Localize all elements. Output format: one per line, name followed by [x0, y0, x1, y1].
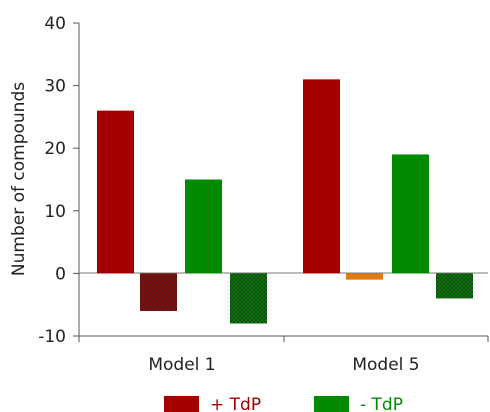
bar-model-1-3 — [185, 179, 222, 274]
y-tick-label: 40 — [44, 14, 66, 34]
y-axis-title: Number of compounds — [9, 82, 29, 276]
bar-model-1-4 — [230, 273, 267, 324]
bar-model-5-4 — [436, 273, 473, 299]
bar-model-5-3 — [392, 154, 429, 274]
x-tick-labels: Model 1 Model 5 — [78, 336, 489, 375]
bar-model-1-2 — [140, 273, 177, 311]
x-tick-label: Model 1 — [148, 355, 215, 375]
y-tick-labels: 40 30 20 10 0 -10 — [38, 14, 79, 347]
legend-swatch — [164, 396, 199, 412]
bar-model-1-1 — [97, 110, 134, 274]
bar-model-5-2 — [346, 273, 383, 280]
bar-model-5-1 — [303, 79, 340, 274]
legend: + TdP - TdP — [164, 395, 403, 412]
legend-label: - TdP — [360, 395, 403, 412]
y-tick-label: 0 — [55, 264, 66, 284]
y-tick-label: 10 — [44, 202, 66, 222]
legend-label: + TdP — [210, 395, 261, 412]
legend-swatch — [314, 396, 349, 412]
y-tick-label: -10 — [38, 327, 66, 347]
x-tick-label: Model 5 — [352, 355, 419, 375]
y-tick-label: 30 — [44, 77, 66, 97]
y-tick-label: 20 — [44, 139, 66, 159]
bars — [97, 79, 473, 324]
